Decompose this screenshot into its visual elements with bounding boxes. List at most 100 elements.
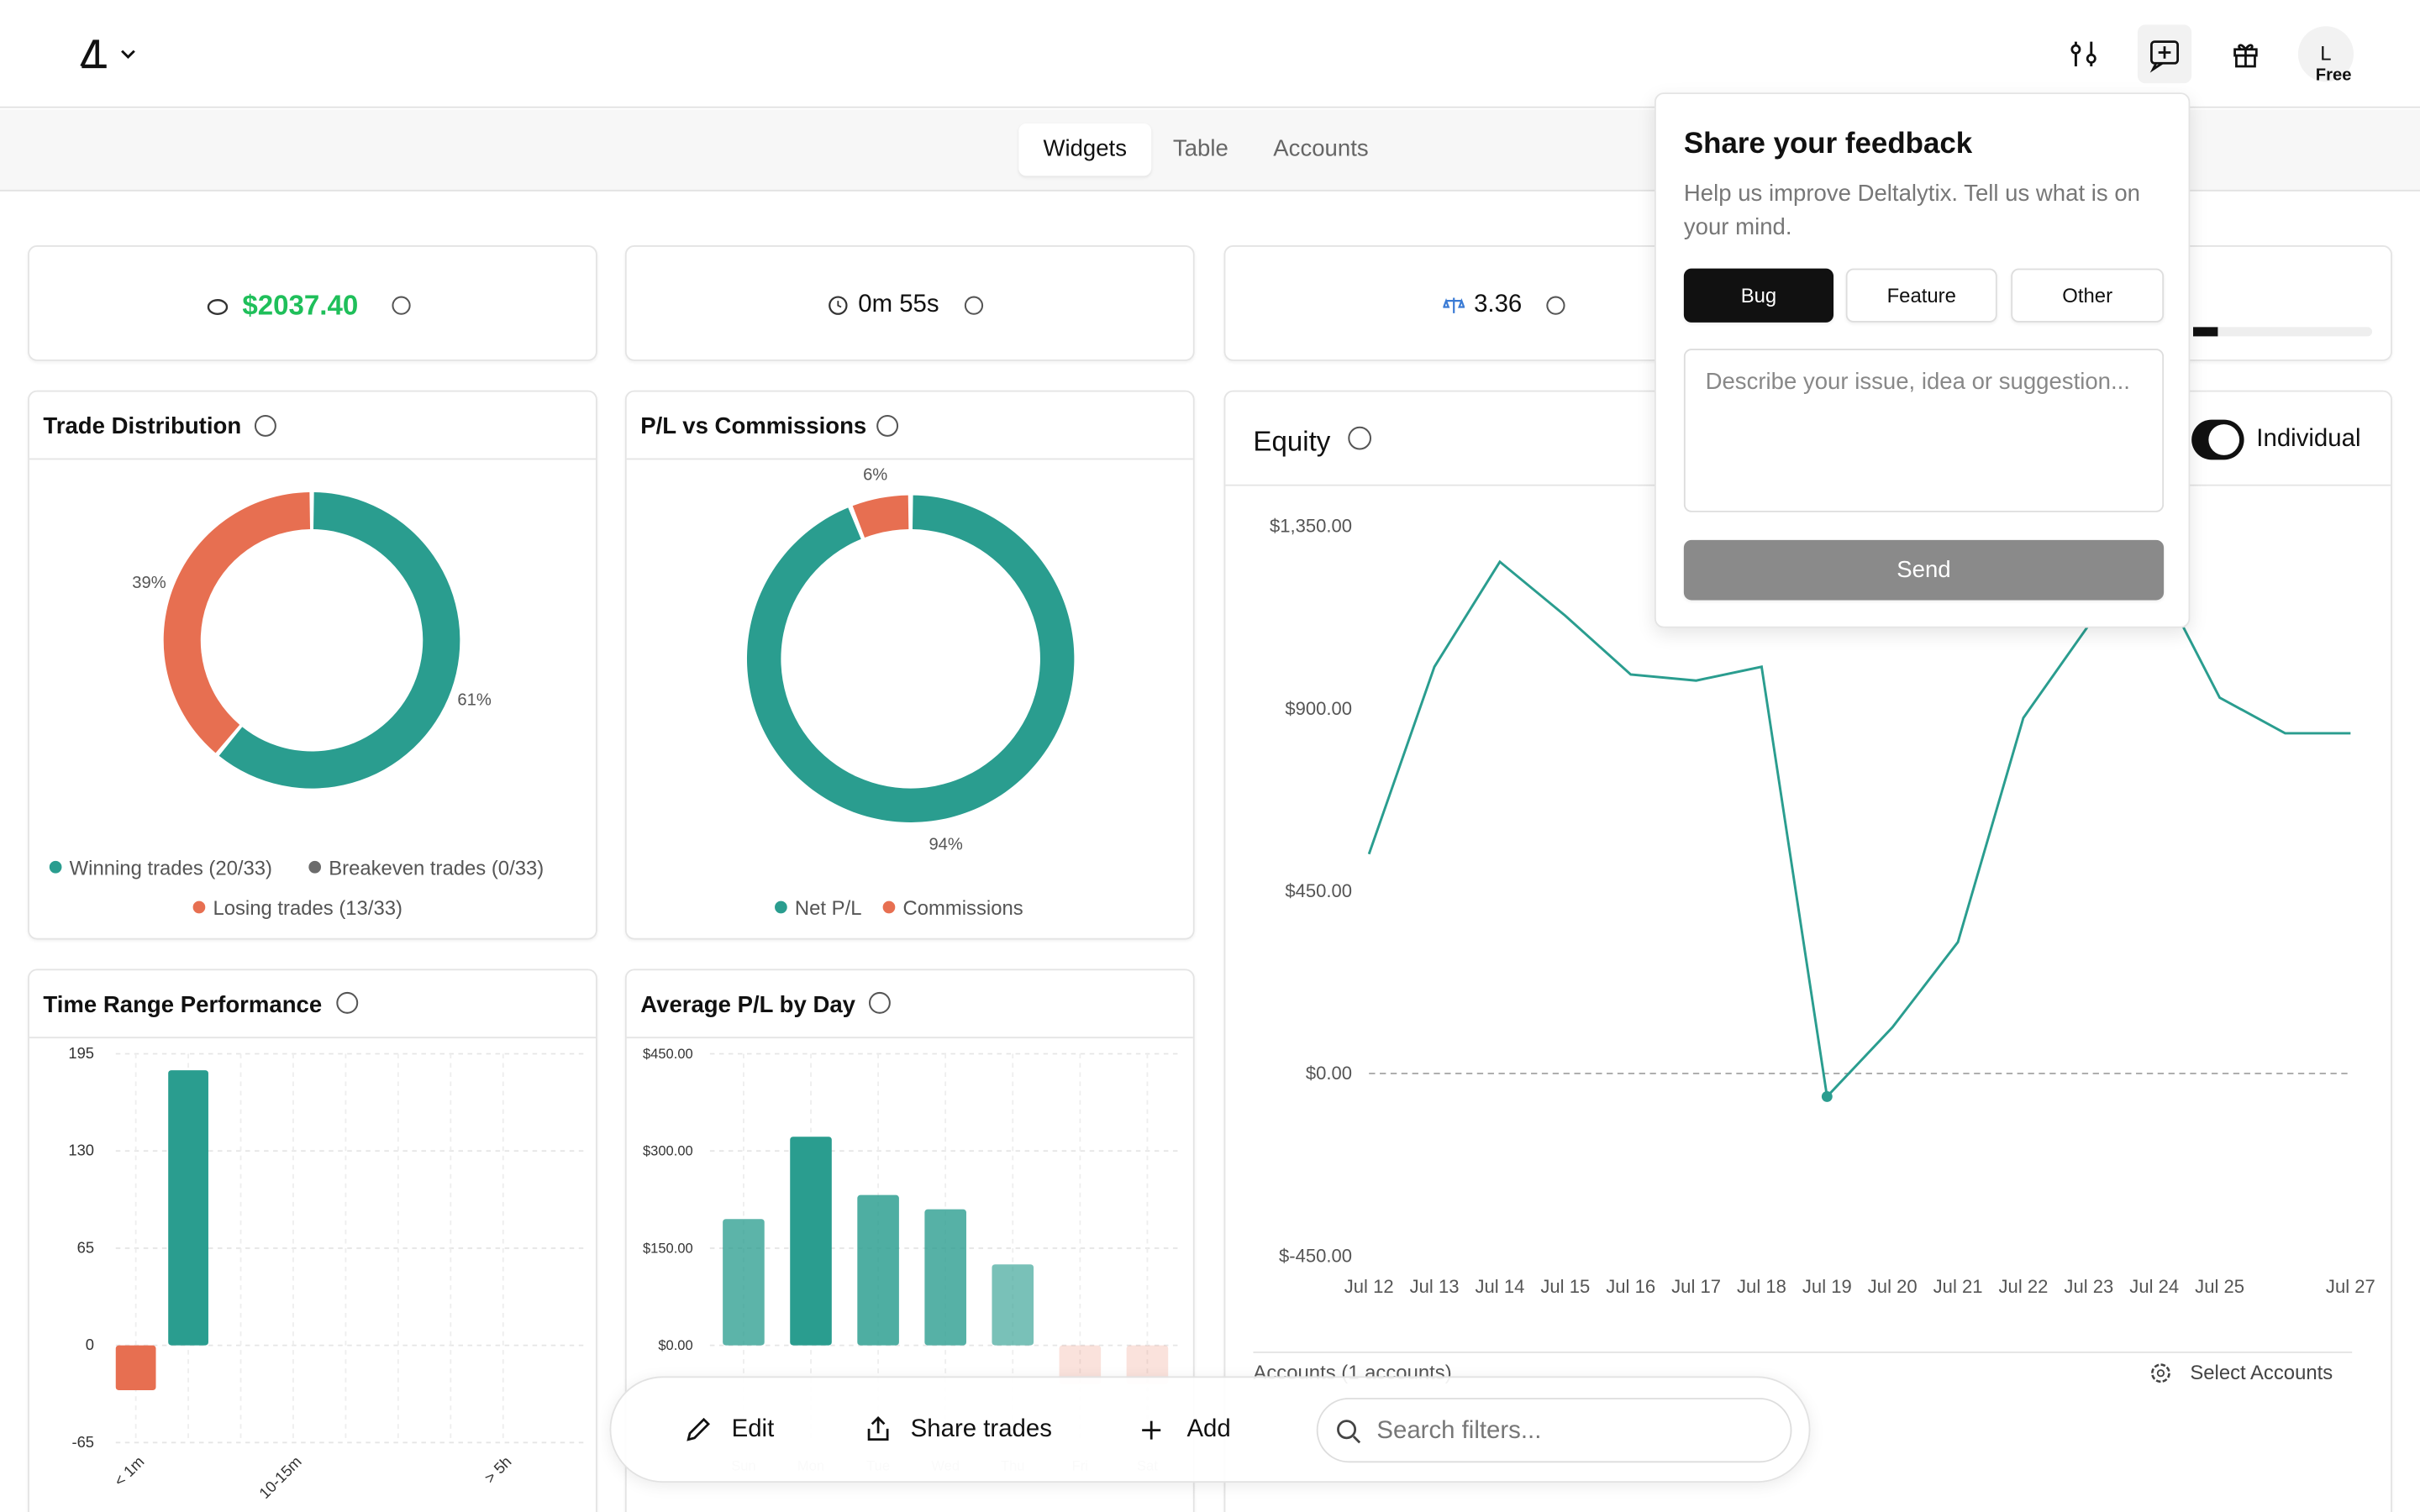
pie-slice [218,491,460,789]
y-tick-label: $900.00 [1285,698,1352,719]
y-tick-label: 195 [68,1044,94,1062]
x-tick-label: Jul 17 [1671,1276,1721,1297]
icon-compare[interactable] [2068,39,2099,70]
legend-swatch [49,860,62,874]
avatar-initial: L [2320,41,2332,66]
icon-add [1142,1420,1161,1440]
y-tick-label: 0 [86,1336,94,1353]
divider [29,1037,596,1039]
divider [626,458,1193,460]
icon-help[interactable] [963,295,985,317]
bar [1059,1345,1102,1384]
data-label: 39% [132,574,166,592]
x-tick-label: Jul 23 [2064,1276,2113,1297]
icon-info[interactable] [868,991,891,1014]
tab[interactable]: Widgets [1043,135,1127,162]
pie-slice [852,495,909,538]
y-tick-label: -65 [71,1433,94,1451]
header: L Free [0,0,2420,108]
divider [1253,1351,2353,1353]
icon-scale [1443,297,1465,313]
edit-button[interactable]: Edit [731,1416,775,1443]
icon-help[interactable] [1545,295,1567,317]
icon-clock [829,296,848,315]
icon-gift[interactable] [2230,39,2261,70]
data-label: 6% [863,466,887,485]
bar [168,1070,208,1346]
divider [626,1037,1193,1039]
x-tick-label: 10-15m [255,1452,305,1502]
add-button[interactable]: Add [1186,1416,1231,1443]
y-tick-label: $0.00 [1306,1063,1352,1084]
x-tick-label: Jul 19 [1802,1276,1852,1297]
feedback-button[interactable] [2137,24,2192,84]
data-label: 61% [457,690,491,709]
search-placeholder: Search filters... [1376,1417,1542,1445]
x-tick-label: Jul 20 [1868,1276,1918,1297]
x-tick-label: Jul 12 [1344,1276,1394,1297]
tab[interactable]: Table [1172,135,1228,162]
min-point [1821,1090,1833,1102]
toggle-label: Individual [2256,425,2361,453]
y-tick-label: 130 [68,1142,94,1159]
logo[interactable] [77,37,145,71]
x-tick-label: < 1m [110,1452,147,1489]
x-tick-label: Jul 13 [1410,1276,1460,1297]
select-accounts[interactable]: Select Accounts [2190,1361,2333,1384]
legend-label: Winning trades (20/33) [70,857,272,879]
avatar[interactable] [2297,26,2354,82]
feedback-textarea[interactable]: Describe your issue, idea or suggestion.… [1683,349,2165,512]
y-tick-label: 65 [77,1238,94,1256]
x-tick-label: Jul 25 [2195,1276,2244,1297]
icon-info[interactable] [336,991,359,1014]
icon-info[interactable] [254,414,276,437]
legend-label: Losing trades (13/33) [213,897,402,920]
option-button[interactable]: Feature [1845,268,1997,323]
y-tick-label: $150.00 [643,1240,693,1256]
x-tick-label: Jul 18 [1737,1276,1786,1297]
legend-swatch [775,900,787,914]
legend-label: Breakeven trades (0/33) [329,857,544,879]
tab[interactable]: Accounts [1273,135,1369,162]
pie-slice [163,491,311,753]
option-button[interactable]: Bug [1683,268,1834,323]
card-title: P/L vs Commissions [640,413,867,440]
card-title: Equity [1253,425,1331,457]
stat-value: 0m 55s [858,291,939,318]
legend-swatch [192,900,206,914]
card: Time Range Performance [28,969,597,1512]
option-button[interactable]: Other [2011,268,2165,323]
icon-gear [2151,1363,2170,1383]
icon-info[interactable] [876,414,899,437]
legend-label: Net P/L [795,897,862,920]
tab-active[interactable] [1018,123,1152,176]
x-tick-label: Jul 27 [2326,1276,2375,1297]
y-tick-label: $0.00 [658,1337,692,1353]
y-tick-label: $450.00 [1285,880,1352,901]
card-title: Trade Distribution [43,413,242,440]
x-tick-label: Jul 15 [1540,1276,1590,1297]
icon-info[interactable] [1348,426,1372,450]
bar [992,1264,1034,1346]
pie-slice [746,495,1075,822]
y-tick-label: $1,350.00 [1270,516,1352,537]
bar [790,1137,832,1346]
search-box[interactable] [1316,1398,1792,1463]
x-tick-label: Jul 24 [2129,1276,2179,1297]
icon-help[interactable] [391,295,413,317]
legend-label: Commissions [902,897,1023,920]
stat-value: $2037.40 [242,290,359,322]
bar [924,1209,966,1346]
bar [1126,1345,1169,1384]
share-button[interactable]: Share trades [910,1416,1052,1443]
send-button[interactable]: Send [1683,539,2165,601]
toggle[interactable] [2191,419,2244,460]
stat-card: $2037.40 [28,245,597,361]
toolbar: Edit Share trades Add Search filters... [609,1376,1811,1483]
stat-card: 0m 55s [624,245,1195,361]
data-label: 94% [929,836,962,854]
bar [857,1194,899,1346]
divider [29,458,596,460]
